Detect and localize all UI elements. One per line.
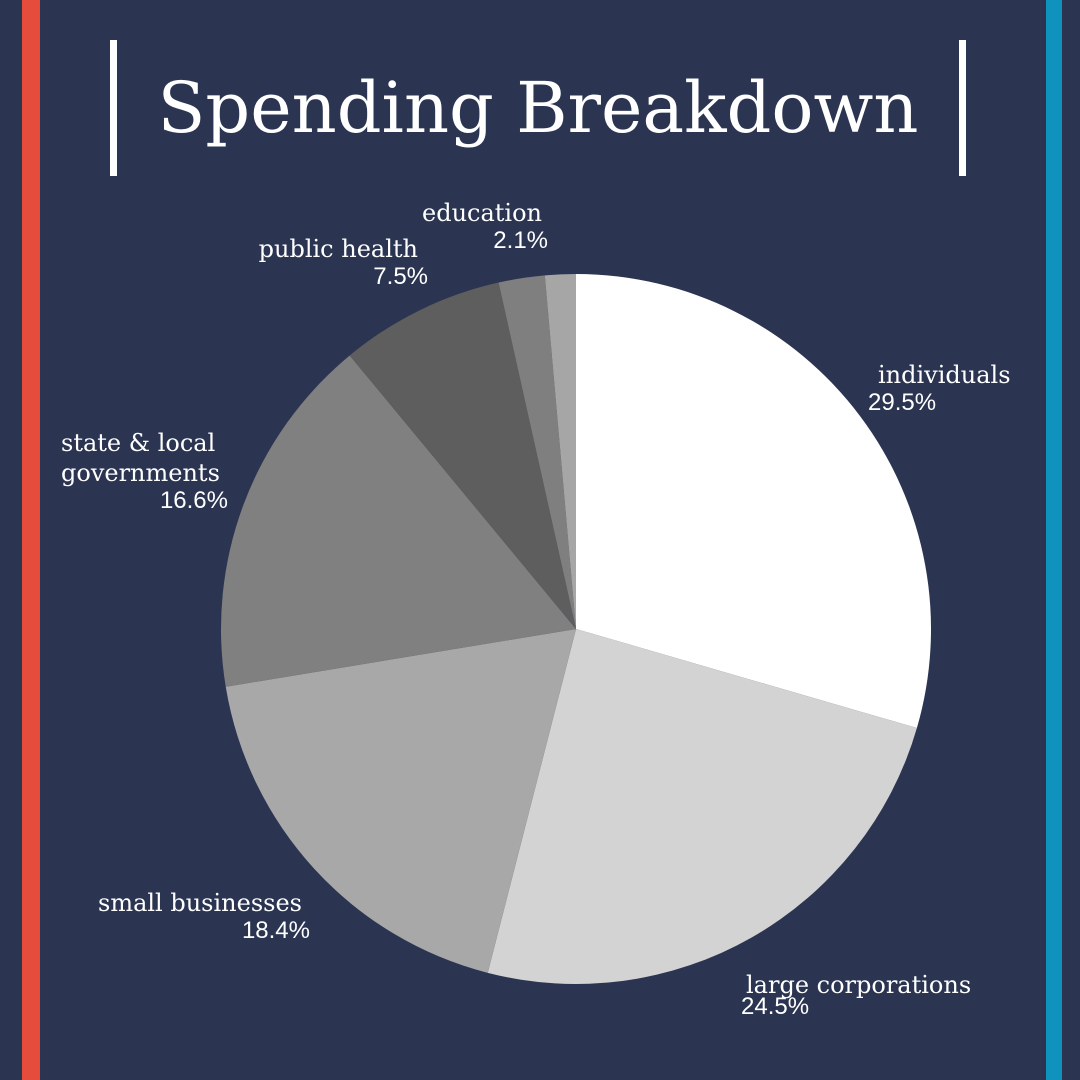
- slice-label-individuals: individuals 29.5%: [868, 360, 1011, 416]
- left-accent-stripe: [22, 0, 40, 1080]
- label-percent: 24.5%: [741, 993, 810, 1020]
- pie-slice-individuals: [576, 274, 931, 729]
- right-accent-stripe: [1046, 0, 1062, 1080]
- label-text: state & local governments: [61, 429, 220, 487]
- pie-slice-small-businesses: [225, 629, 577, 973]
- label-text: individuals: [878, 361, 1011, 389]
- label-percent: 16.6%: [159, 487, 228, 514]
- slice-label-education: education 2.1%: [420, 198, 548, 254]
- label-text: large corporations: [746, 971, 972, 999]
- pie-slice-public-health: [349, 282, 576, 629]
- label-percent: 7.5%: [373, 263, 428, 290]
- pie-slice-other: [544, 274, 576, 629]
- slice-label-state-local-governments: state & local governments 16.6%: [56, 428, 272, 514]
- label-percent: 18.4%: [241, 917, 310, 944]
- label-percent: 29.5%: [868, 389, 937, 416]
- title-frame: Spending Breakdown: [110, 40, 966, 176]
- slice-label-large-corporations: large corporations 24.5%: [741, 970, 972, 1020]
- pie-slice-state-local-governments: [221, 355, 576, 687]
- label-text: small businesses: [98, 889, 302, 917]
- label-text: education: [422, 199, 542, 227]
- label-percent: 2.1%: [493, 227, 548, 254]
- slice-label-small-businesses: small businesses 18.4%: [98, 888, 310, 944]
- pie-slice-large-corporations: [487, 629, 917, 985]
- label-text: public health: [258, 235, 418, 263]
- slice-label-public-health: public health 7.5%: [258, 234, 428, 290]
- page-title: Spending Breakdown: [157, 67, 919, 149]
- pie-slice-education: [498, 275, 576, 629]
